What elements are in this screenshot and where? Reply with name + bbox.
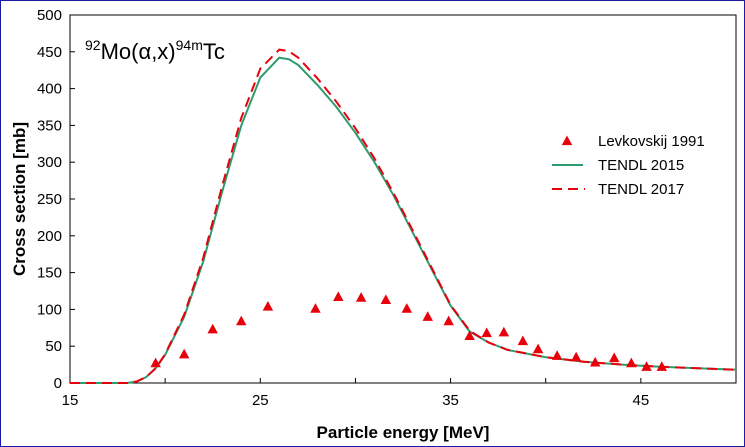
y-axis: 0 50 100 150 200 250 300 350 400 450 500 xyxy=(37,7,75,392)
x-axis-title: Particle energy [MeV] xyxy=(317,423,490,442)
y-tick-label: 150 xyxy=(37,265,62,282)
legend: Levkovskij 1991 TENDL 2015 TENDL 2017 xyxy=(552,133,705,198)
reaction-rest: ,x) xyxy=(151,39,175,64)
data-point-levkovskij xyxy=(178,348,190,359)
data-point-levkovskij xyxy=(656,361,668,371)
data-point-levkovskij xyxy=(498,326,510,337)
target-symbol: Mo( xyxy=(101,39,140,64)
data-point-levkovskij xyxy=(589,356,601,367)
target-mass-number: 92 xyxy=(85,37,101,53)
y-tick-label: 250 xyxy=(37,191,62,208)
product-mass-number: 94m xyxy=(176,37,203,53)
data-point-levkovskij xyxy=(464,330,475,341)
data-point-levkovskij xyxy=(570,351,582,362)
alpha-symbol: α xyxy=(138,39,151,64)
data-point-levkovskij xyxy=(207,323,218,334)
data-point-levkovskij xyxy=(262,300,274,311)
legend-label-tendl2017: TENDL 2017 xyxy=(598,181,684,198)
x-tick-label: 25 xyxy=(252,392,269,409)
y-tick-label: 500 xyxy=(37,7,62,24)
series-lines xyxy=(70,48,737,384)
data-point-levkovskij xyxy=(401,303,413,313)
data-point-levkovskij xyxy=(422,311,433,321)
y-tick-label: 450 xyxy=(37,44,62,61)
y-tick-label: 0 xyxy=(54,375,62,392)
data-point-levkovskij xyxy=(443,315,454,326)
data-point-levkovskij xyxy=(641,361,652,371)
plot-area-frame xyxy=(69,14,737,384)
y-axis-title: Cross section [mb] xyxy=(10,122,29,276)
data-point-levkovskij xyxy=(333,291,344,302)
y-tick-label: 100 xyxy=(37,301,62,318)
data-point-levkovskij xyxy=(236,315,247,326)
series-markers xyxy=(150,291,668,371)
data-point-levkovskij xyxy=(517,335,529,346)
series-line-tendl2015 xyxy=(70,56,737,384)
reaction-title: 92Mo(α,x)94mTc xyxy=(85,37,225,64)
y-tick-label: 200 xyxy=(37,228,62,245)
x-tick-label: 45 xyxy=(633,392,650,409)
data-point-levkovskij xyxy=(310,303,321,313)
data-point-levkovskij xyxy=(532,343,544,354)
x-axis: 15 25 35 45 xyxy=(62,378,737,409)
series-line-tendl2017 xyxy=(70,48,737,384)
data-point-levkovskij xyxy=(150,357,161,368)
data-point-levkovskij xyxy=(380,294,392,304)
y-tick-label: 400 xyxy=(37,81,62,98)
legend-label-tendl2015: TENDL 2015 xyxy=(598,157,684,174)
legend-marker-levkovskij xyxy=(561,135,573,146)
x-tick-label: 15 xyxy=(62,392,79,409)
y-tick-label: 300 xyxy=(37,154,62,171)
data-point-levkovskij xyxy=(626,357,637,368)
data-point-levkovskij xyxy=(355,292,367,302)
product-symbol: Tc xyxy=(203,39,225,64)
legend-label-levkovskij: Levkovskij 1991 xyxy=(598,133,705,150)
x-tick-label: 35 xyxy=(442,392,459,409)
data-point-levkovskij xyxy=(608,352,620,363)
data-point-levkovskij xyxy=(481,327,492,338)
y-tick-label: 350 xyxy=(37,117,62,134)
data-point-levkovskij xyxy=(551,350,563,360)
y-tick-label: 50 xyxy=(45,338,62,355)
